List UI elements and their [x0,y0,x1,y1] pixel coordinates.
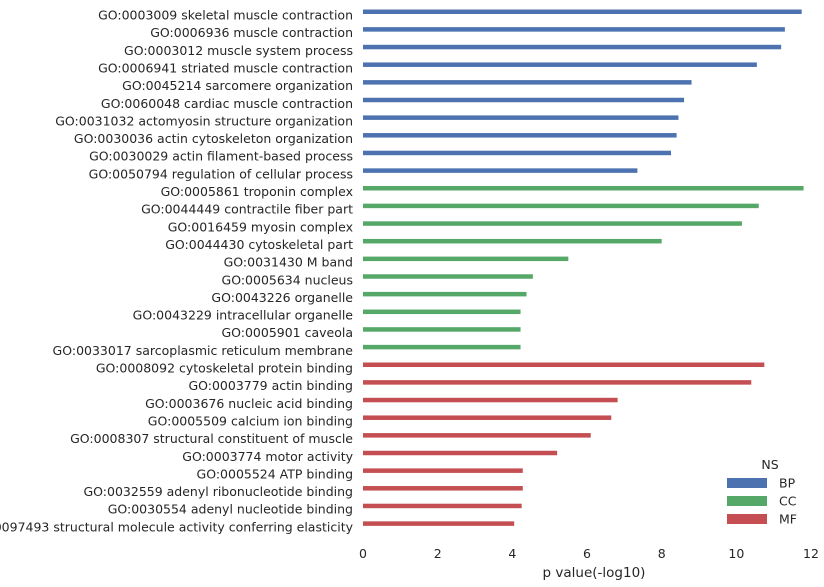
category-label: GO:0032559 adenyl ribonucleotide binding [83,484,353,499]
category-label: GO:0033017 sarcoplasmic reticulum membra… [53,343,354,358]
bar-go-0030554 [363,503,522,509]
x-tick-label: 0 [359,546,367,561]
category-label: GO:0005901 caveola [221,325,353,340]
legend-swatch-mf [727,514,767,524]
category-label: GO:0030036 actin cytoskeleton organizati… [74,131,353,146]
bar-go-0008307 [363,433,591,438]
category-label: GO:0031032 actomyosin structure organiza… [55,113,353,128]
bar-go-0016459 [363,221,742,226]
bar-go-0060048 [363,97,685,103]
category-label: GO:0003779 actin binding [188,378,353,393]
bar-go-0030029 [363,150,671,156]
category-label: GO:0016459 myosin complex [168,219,353,234]
bar-go-0030036 [363,133,677,138]
x-tick-label: 4 [508,546,516,561]
category-label: GO:0044430 cytoskeletal part [165,237,353,252]
bar-go-0003012 [363,44,782,50]
category-label: GO:0060048 cardiac muscle contraction [101,96,353,111]
bar-go-0006941 [363,62,757,67]
legend-swatch-cc [727,496,767,506]
x-tick-label: 2 [434,546,442,561]
legend-swatch-bp [727,478,767,488]
legend-title: NS [761,457,778,472]
x-axis-title: p value(-log10) [543,565,646,581]
category-label: GO:0097493 structural molecule activity … [0,519,354,534]
bar-go-0003009 [363,9,802,14]
bar-go-0003676 [363,397,618,403]
bar-go-0050794 [363,168,638,173]
bar-go-0005901 [363,327,521,332]
bar-go-0005524 [363,468,523,473]
bar-go-0031032 [363,115,679,120]
category-label: GO:0003012 muscle system process [124,43,353,58]
bar-go-0097493 [363,521,515,526]
category-label: GO:0030029 actin filament-based process [89,149,353,164]
category-label: GO:0008092 cytoskeletal protein binding [96,361,353,376]
bar-go-0005509 [363,415,612,420]
category-label: GO:0030554 adenyl nucleotide binding [108,502,353,517]
bar-go-0006936 [363,27,785,32]
category-label: GO:0005861 troponin complex [161,184,353,199]
legend-label-bp: BP [779,476,796,491]
category-label: GO:0005634 nucleus [222,272,353,287]
category-label: GO:0003774 motor activity [182,449,353,464]
category-label: GO:0043229 intracellular organelle [133,308,354,323]
bar-go-0005634 [363,274,533,279]
category-label: GO:0044449 contractile fiber part [141,202,353,217]
category-label: GO:0043226 organelle [211,290,353,305]
bar-go-0031430 [363,256,569,262]
bar-go-0045214 [363,80,692,85]
x-tick-label: 10 [728,546,744,561]
x-tick-label: 6 [583,546,591,561]
legend: NS BP CC MF [727,457,797,527]
x-axis-ticks-group: 0 2 4 6 8 10 12 [359,546,819,561]
legend-label-cc: CC [779,494,797,509]
category-label: GO:0003676 nucleic acid binding [145,396,353,411]
category-label: GO:0008307 structural constituent of mus… [70,431,353,446]
bars-group [363,9,804,526]
bar-go-0033017 [363,344,521,350]
category-labels-group: GO:0003009 skeletal muscle contraction GO… [0,8,354,535]
bar-go-0003774 [363,450,558,456]
category-label: GO:0006941 striated muscle contraction [98,60,353,75]
bar-go-0044430 [363,238,662,244]
x-tick-label: 12 [803,546,819,561]
category-label: GO:0003009 skeletal muscle contraction [98,8,353,23]
x-tick-label: 8 [658,546,666,561]
category-label: GO:0006936 muscle contraction [150,25,353,40]
category-label: GO:0050794 regulation of cellular proces… [89,166,353,181]
category-label: GO:0005509 calcium ion binding [148,413,353,428]
bar-go-0005861 [363,186,804,191]
category-label: GO:0005524 ATP binding [197,466,353,481]
bar-go-0043229 [363,309,521,315]
bar-go-0044449 [363,203,759,209]
category-label: GO:0045214 sarcomere organization [122,78,353,93]
legend-label-mf: MF [779,512,797,527]
bar-go-0032559 [363,486,523,491]
category-label: GO:0031430 M band [224,255,353,270]
legend-entries-group: BP CC MF [727,476,797,527]
bar-go-0043226 [363,291,527,297]
bar-go-0008092 [363,362,765,367]
bar-go-0003779 [363,380,752,385]
